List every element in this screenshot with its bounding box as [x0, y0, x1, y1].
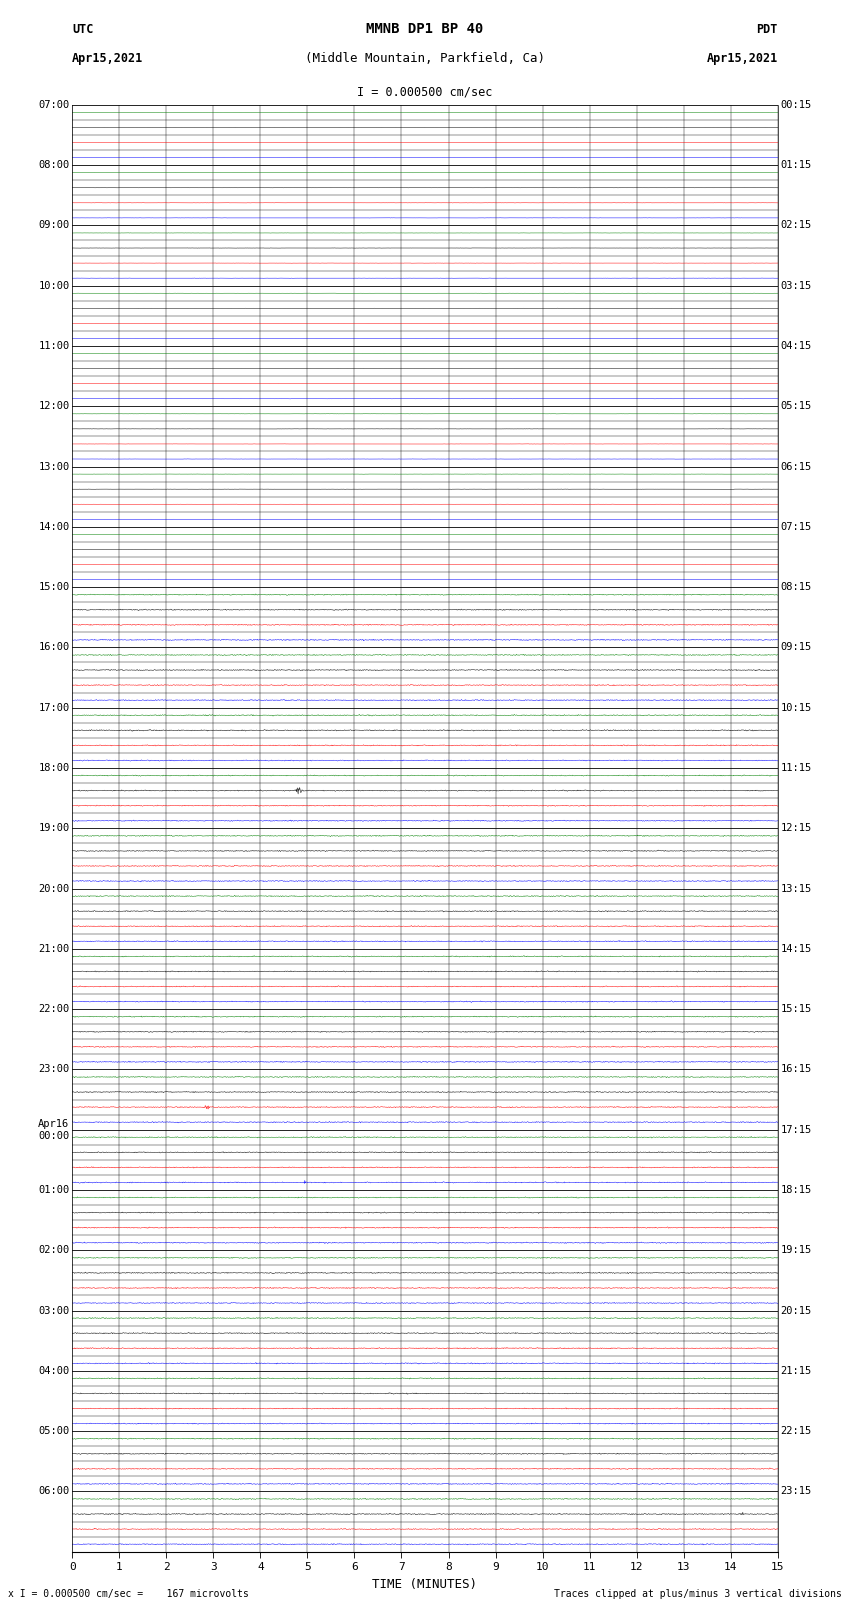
Text: (Middle Mountain, Parkfield, Ca): (Middle Mountain, Parkfield, Ca) [305, 52, 545, 65]
Text: MMNB DP1 BP 40: MMNB DP1 BP 40 [366, 23, 484, 37]
Text: Apr15,2021: Apr15,2021 [706, 52, 778, 65]
Text: UTC: UTC [72, 23, 94, 35]
X-axis label: TIME (MINUTES): TIME (MINUTES) [372, 1578, 478, 1590]
Text: I = 0.000500 cm/sec: I = 0.000500 cm/sec [357, 85, 493, 98]
Text: PDT: PDT [756, 23, 778, 35]
Text: Traces clipped at plus/minus 3 vertical divisions: Traces clipped at plus/minus 3 vertical … [553, 1589, 842, 1598]
Text: x I = 0.000500 cm/sec =    167 microvolts: x I = 0.000500 cm/sec = 167 microvolts [8, 1589, 249, 1598]
Text: Apr15,2021: Apr15,2021 [72, 52, 144, 65]
